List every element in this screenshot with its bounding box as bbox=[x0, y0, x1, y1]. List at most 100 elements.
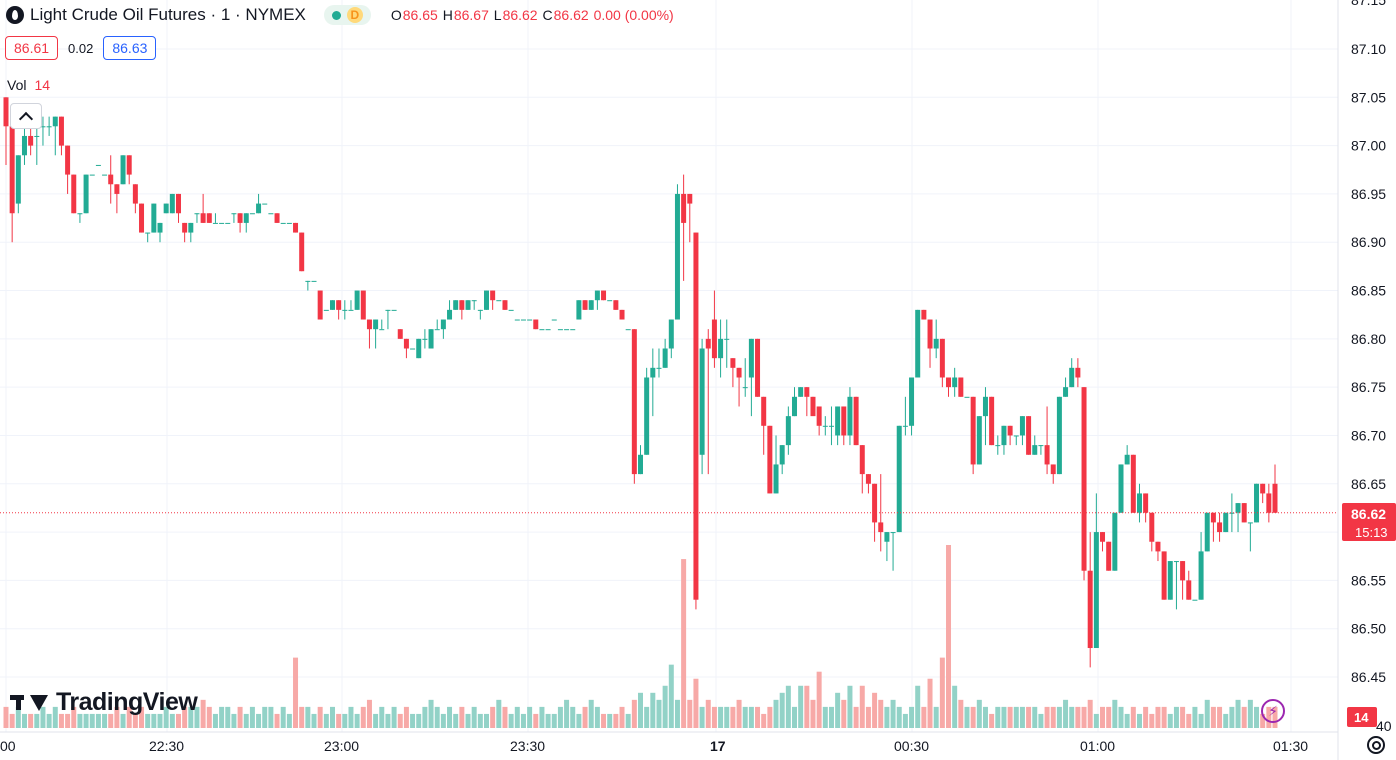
candle bbox=[354, 290, 360, 310]
lightning-icon[interactable]: ⚡ bbox=[1261, 699, 1285, 723]
candle bbox=[169, 193, 175, 214]
volume-bar bbox=[280, 706, 286, 728]
candle bbox=[490, 290, 496, 310]
candle-body bbox=[440, 319, 446, 330]
candle bbox=[459, 300, 465, 320]
candle bbox=[1050, 464, 1056, 484]
candle bbox=[9, 126, 15, 243]
volume-bar bbox=[1223, 713, 1229, 728]
candle bbox=[847, 387, 853, 446]
candle-body bbox=[95, 164, 101, 166]
volume-bar bbox=[662, 685, 668, 728]
volume-bar bbox=[102, 713, 108, 728]
gear-icon[interactable] bbox=[1367, 736, 1385, 754]
candle-body bbox=[3, 97, 9, 127]
candle-body bbox=[453, 300, 459, 310]
candle-body bbox=[508, 309, 514, 311]
candle-body bbox=[1272, 483, 1278, 513]
volume-bar bbox=[625, 713, 631, 728]
candle-body bbox=[89, 174, 95, 176]
price-tick-label: 86.50 bbox=[1351, 621, 1386, 637]
candle-body bbox=[373, 319, 379, 330]
volume-bar bbox=[1093, 713, 1099, 728]
volume-bar bbox=[705, 699, 711, 728]
time-axis[interactable]: 00 22:30 23:00 23:30 17 00:30 01:00 01:30 bbox=[0, 738, 1308, 754]
volume-bar bbox=[1001, 706, 1007, 728]
volume-bar bbox=[982, 706, 988, 728]
candle bbox=[348, 300, 354, 311]
candle-body bbox=[761, 396, 767, 426]
candle-body bbox=[237, 213, 243, 223]
candle bbox=[496, 300, 502, 302]
volume-bar bbox=[638, 692, 643, 728]
candle bbox=[15, 155, 21, 214]
candle-body bbox=[342, 309, 348, 311]
volume-bar bbox=[459, 706, 465, 728]
candle bbox=[822, 416, 828, 436]
chart-grid bbox=[0, 0, 1339, 760]
price-candles bbox=[3, 97, 1278, 668]
volume-bar bbox=[828, 706, 834, 728]
price-axis[interactable]: 87.15 87.10 87.05 87.00 86.95 86.90 86.85 86.80… bbox=[1351, 0, 1392, 734]
candle-body bbox=[1100, 532, 1106, 542]
candle-body bbox=[1093, 532, 1099, 649]
candle-body bbox=[1155, 541, 1161, 552]
volume-bar bbox=[1038, 713, 1044, 728]
volume-bar bbox=[650, 692, 656, 728]
candle-body bbox=[711, 319, 717, 359]
candle-body bbox=[477, 309, 483, 311]
volume-bar bbox=[1192, 706, 1198, 728]
volume-bar bbox=[225, 706, 231, 728]
candle-body bbox=[1050, 464, 1056, 475]
volume-bar bbox=[847, 685, 853, 728]
volume-bar bbox=[114, 706, 120, 728]
candle-body bbox=[34, 135, 40, 137]
candle-body bbox=[225, 222, 231, 224]
candle bbox=[440, 319, 446, 339]
candle bbox=[71, 174, 77, 214]
candle-body bbox=[249, 213, 255, 215]
candle-body bbox=[46, 126, 52, 128]
candle bbox=[225, 222, 231, 224]
volume-bar bbox=[1161, 706, 1167, 728]
candle-body bbox=[755, 338, 761, 397]
tradingview-logo[interactable]: TradingView bbox=[10, 688, 198, 717]
candle-body bbox=[1241, 503, 1247, 523]
candle bbox=[188, 222, 194, 243]
candle-body bbox=[958, 377, 964, 397]
collapse-legend-button[interactable] bbox=[10, 103, 42, 129]
axis-badges: 86.62 15:13 14 bbox=[1342, 503, 1396, 727]
volume-bar bbox=[206, 706, 212, 728]
candle-body bbox=[1044, 445, 1050, 465]
volume-bar bbox=[1260, 713, 1266, 728]
volume-bar bbox=[77, 713, 83, 728]
volume-bar bbox=[816, 671, 822, 728]
buy-button[interactable]: 86.63 bbox=[103, 36, 157, 60]
volume-bar bbox=[927, 678, 933, 728]
candle bbox=[1056, 396, 1062, 475]
volume-bar bbox=[570, 706, 576, 728]
volume-bar bbox=[761, 713, 767, 728]
volume-bar bbox=[508, 713, 514, 728]
candle bbox=[878, 474, 884, 552]
volume-bar bbox=[1100, 706, 1106, 728]
candle bbox=[921, 309, 927, 320]
candle bbox=[638, 445, 643, 475]
candle bbox=[946, 377, 952, 397]
candle-body bbox=[108, 174, 114, 185]
candle bbox=[182, 222, 188, 243]
candle-body bbox=[527, 319, 533, 321]
candle bbox=[1026, 416, 1032, 455]
candle bbox=[693, 232, 699, 610]
sell-button[interactable]: 86.61 bbox=[5, 36, 59, 60]
candle-body bbox=[465, 300, 471, 310]
volume-bar bbox=[453, 713, 459, 728]
candle bbox=[755, 338, 761, 397]
symbol-title[interactable]: Light Crude Oil Futures · 1 · NYMEX bbox=[30, 5, 306, 24]
volume-bar bbox=[533, 713, 539, 728]
candle-body bbox=[323, 309, 329, 311]
candle bbox=[1198, 532, 1204, 600]
market-status[interactable]: D bbox=[323, 5, 371, 25]
candle bbox=[1038, 445, 1044, 455]
